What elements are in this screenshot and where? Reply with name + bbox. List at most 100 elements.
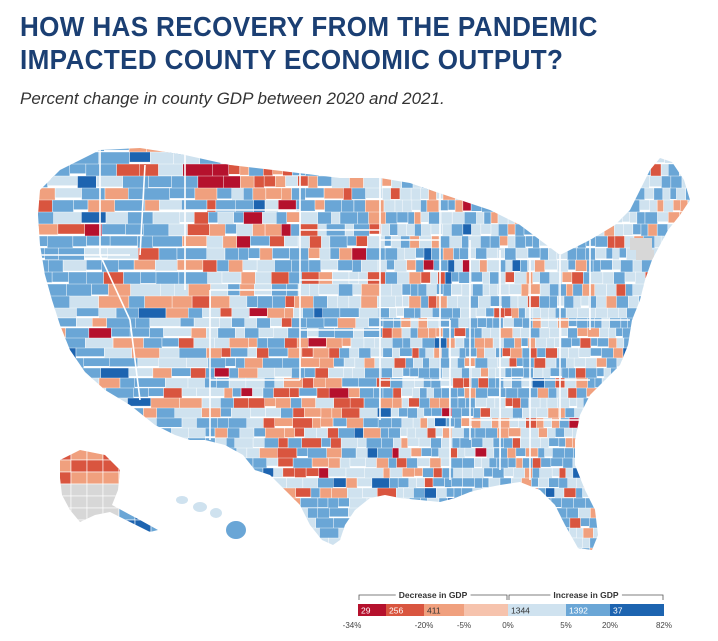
county: [540, 497, 552, 510]
county: [202, 447, 221, 457]
county: [415, 427, 428, 439]
county: [516, 357, 524, 367]
county: [235, 199, 255, 214]
county: [327, 427, 339, 440]
county: [539, 199, 550, 212]
county: [664, 307, 675, 322]
county: [672, 527, 682, 540]
county: [210, 295, 230, 310]
county: [663, 407, 672, 421]
county: [112, 337, 144, 349]
county: [284, 427, 295, 438]
county: [499, 477, 512, 492]
county: [563, 295, 575, 310]
county: [508, 283, 522, 295]
county: [520, 327, 531, 338]
county: [673, 377, 684, 387]
county: [317, 175, 332, 187]
county: [313, 377, 326, 388]
county: [144, 295, 173, 309]
county: [401, 283, 412, 296]
county: [680, 235, 690, 249]
county: [529, 437, 541, 449]
county: [441, 175, 453, 192]
county: [630, 347, 640, 360]
county: [561, 367, 569, 380]
county: [449, 151, 460, 164]
county: [233, 507, 251, 519]
county: [69, 163, 87, 174]
county: [693, 348, 703, 356]
county: [207, 271, 223, 284]
county: [622, 367, 632, 377]
county: [420, 211, 429, 223]
county: [302, 377, 314, 390]
county: [502, 347, 511, 357]
county: [579, 199, 593, 212]
county: [510, 547, 518, 550]
county: [298, 387, 318, 397]
county: [535, 337, 547, 349]
county: [54, 187, 82, 198]
county: [674, 148, 687, 154]
county: [512, 259, 521, 272]
county: [571, 337, 581, 347]
county: [669, 187, 677, 200]
county: [260, 517, 277, 528]
county: [474, 357, 488, 370]
county: [690, 358, 700, 370]
county: [399, 347, 413, 357]
county: [145, 427, 172, 439]
county: [454, 517, 466, 530]
county: [169, 187, 196, 199]
county: [577, 211, 586, 225]
county: [394, 199, 403, 214]
county: [420, 187, 429, 200]
county: [321, 437, 331, 448]
county: [407, 407, 418, 419]
county: [674, 271, 685, 285]
county: [464, 447, 476, 457]
county: [420, 148, 434, 156]
county: [648, 407, 656, 418]
county: [343, 357, 356, 368]
county: [679, 211, 690, 226]
county: [150, 450, 158, 461]
county: [240, 387, 253, 397]
county: [682, 547, 690, 550]
county: [58, 407, 74, 419]
county: [427, 151, 436, 167]
county: [481, 199, 494, 214]
county: [609, 527, 620, 537]
county: [296, 447, 309, 457]
county: [635, 447, 642, 461]
county: [548, 247, 558, 262]
county: [537, 487, 547, 502]
county: [479, 558, 489, 569]
county: [633, 507, 642, 519]
county: [252, 437, 265, 448]
county: [86, 235, 111, 247]
county: [603, 223, 615, 237]
county: [265, 187, 282, 200]
county: [458, 317, 469, 328]
county: [676, 357, 684, 370]
county: [451, 283, 463, 296]
county: [214, 337, 230, 350]
county: [484, 537, 496, 550]
county: [401, 387, 413, 397]
county: [642, 437, 652, 449]
county: [334, 163, 349, 176]
county: [627, 407, 638, 417]
county: [613, 148, 621, 155]
county: [385, 211, 398, 224]
county: [426, 283, 437, 298]
county: [599, 175, 609, 189]
county: [632, 283, 645, 296]
county: [70, 397, 93, 407]
county: [636, 407, 649, 420]
county: [400, 427, 408, 437]
county: [454, 327, 466, 337]
county: [641, 337, 650, 350]
county: [633, 327, 645, 340]
